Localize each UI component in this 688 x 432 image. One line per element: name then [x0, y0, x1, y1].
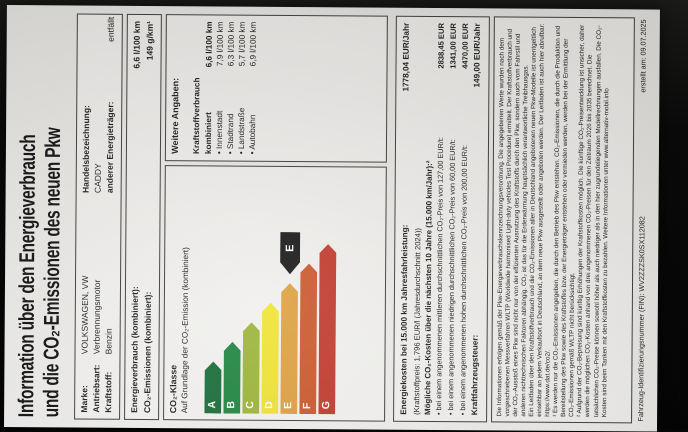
- wa-label: • Autobahn: [247, 114, 258, 155]
- co2-class-letter-d: D: [263, 401, 276, 409]
- co2-klasse-subheading: Auf Grundlage der CO₂-Emission (kombinie…: [179, 247, 190, 414]
- co2-class-bar-b: B: [223, 342, 241, 414]
- handelsbezeichnung-value: CADDY: [92, 163, 104, 194]
- energiekosten-value: 1778,04 EUR/Jahr: [401, 22, 412, 92]
- fine-print-paragraph-4: ² Aufgrund der CO₂-Bepreisung sind künft…: [576, 24, 610, 418]
- co2-class-letter-a: A: [206, 400, 219, 409]
- vehicle-info-box: Marke: VOLKSWAGEN, VW Handelsbezeichnung…: [74, 13, 124, 420]
- wa-row-kombiniert: kombiniert 6,6 l/100 km: [203, 21, 215, 154]
- co2-class-chart-box: CO₂-Klasse Auf Grundlage der CO₂-Emissio…: [163, 164, 388, 422]
- co2-class-letter-c: C: [244, 401, 257, 409]
- weitere-angaben-heading: Weitere Angaben:: [170, 77, 181, 154]
- energy-label-document: Information über den Energieverbrauch un…: [4, 5, 660, 432]
- wa-label: • Landstraße: [236, 107, 247, 155]
- wa-label: • Stadtrand: [225, 113, 235, 155]
- class-and-details-row: CO₂-Klasse Auf Grundlage der CO₂-Emissio…: [163, 14, 392, 422]
- co2-kosten-label: • bei einem angenommenen niedrigen durch…: [446, 139, 458, 416]
- kraftfahrzeugsteuer-label: Kraftfahrzeugsteuer:: [470, 334, 480, 416]
- co2-class-bar-e: E: [280, 283, 298, 414]
- co2-class-letter-b: B: [225, 400, 238, 409]
- antriebsart-value: Verbrennungsmotor: [91, 279, 103, 355]
- consumption-box: Energieverbrauch (kombiniert): 6,6 l/100…: [124, 13, 163, 421]
- created-date-text: erstellt am: 09.07.2025: [638, 19, 648, 93]
- co2-class-bar-a: A: [204, 361, 221, 413]
- fine-print-paragraph-1: Die Informationen erfolgen gemäß der Pkw…: [496, 28, 530, 417]
- kraftstoff-row: Kraftstoff: Benzin: [103, 197, 117, 413]
- antriebsart-label: Antriebsart:: [91, 364, 102, 413]
- co2-class-bar-g: G: [318, 244, 336, 414]
- co2-class-letter-g: G: [320, 401, 333, 410]
- co2-class-letter-e: E: [282, 401, 295, 410]
- kraftstoff-value: Benzin: [103, 328, 114, 355]
- fine-print-box: Die Informationen erfolgen gemäß der Pkw…: [490, 16, 635, 424]
- kraftfahrzeugsteuer-row: Kraftfahrzeugsteuer: 149,00 EUR/Jahr: [469, 23, 484, 415]
- co2-kosten-value: 4470,00 EUR: [460, 23, 471, 69]
- document-footer: Fahrzeug-Identifizierungsnummer (FIN): W…: [636, 19, 648, 421]
- rated-class-letter: E: [283, 244, 296, 252]
- co2-emissionen-row: CO₂-Emissionen (kombiniert): 149 g/km¹: [142, 21, 157, 413]
- page-title: Information über den Energieverbrauch un…: [14, 14, 67, 418]
- co2-kosten-value: 2838,45 EUR: [436, 23, 447, 69]
- wa-value: 7,9 l/100 km: [215, 21, 225, 67]
- co2-class-bar-d: D: [261, 303, 279, 414]
- wa-value: 6,6 l/100 km: [204, 21, 214, 68]
- energiekosten-label: Energiekosten bei 15.000 km Jahresfahrle…: [399, 224, 410, 415]
- fine-print-paragraph-2: Ein Leitfaden über den Kraftstoffverbrau…: [528, 23, 552, 417]
- wa-row-autobahn: • Autobahn 6,9 l/100 km: [247, 22, 259, 155]
- wa-label: • Innenstadt: [214, 110, 224, 155]
- wa-row-innenstadt: • Innenstadt 7,9 l/100 km: [214, 21, 226, 154]
- wa-value: 5,7 l/100 km: [237, 21, 247, 67]
- wa-value: 6,3 l/100 km: [226, 21, 236, 67]
- handelsbezeichnung-label: Handelsbezeichnung:: [80, 105, 92, 194]
- wa-label: kombiniert: [203, 112, 213, 155]
- co2-class-bar-c: C: [242, 322, 260, 414]
- fin-text: Fahrzeug-Identifizierungsnummer (FIN): W…: [636, 216, 647, 422]
- title-line-1: Information über den Energieverbrauch: [14, 134, 41, 418]
- co2-class-scale: A B C D E F G E: [204, 172, 337, 414]
- energieverbrauch-value: 6,6 l/100 km: [131, 20, 143, 69]
- kraftstoff-label: Kraftstoff:: [103, 371, 114, 413]
- energy-costs-box: Energiekosten bei 15.000 km Jahresfahrle…: [393, 15, 490, 423]
- energietraeger-label: anderer Energieträger:: [104, 101, 116, 194]
- co2-kosten-value: 1341,00 EUR: [448, 23, 459, 69]
- co2-emissionen-label: CO₂-Emissionen (kombiniert):: [141, 291, 153, 414]
- title-line-2: und die CO₂-Emissionen des neuen Pkw: [39, 127, 66, 418]
- co2-class-letter-f: F: [301, 402, 314, 410]
- marke-label: Marke:: [79, 385, 90, 413]
- co2-emissionen-value: 149 g/km¹: [144, 20, 155, 61]
- wa-value: 6,9 l/100 km: [248, 21, 258, 67]
- wa-row-landstrasse: • Landstraße 5,7 l/100 km: [236, 22, 248, 155]
- co2-kosten-label: • bei einem angenommenen mittleren durch…: [434, 137, 446, 416]
- kraftfahrzeugsteuer-value: 149,00 EUR/Jahr: [472, 23, 483, 88]
- co2-class-bar-f: F: [299, 264, 317, 415]
- weitere-angaben-box: Weitere Angaben: Kraftstoffverbrauch kom…: [165, 14, 389, 163]
- energietraeger-value: entfällt: [105, 16, 117, 42]
- fine-print-paragraph-3: ¹ Es werden nur die CO₂-Emissionen angeg…: [552, 25, 577, 417]
- marke-value: VOLKSWAGEN, VW: [79, 275, 91, 355]
- wa-row-stadtrand: • Stadtrand 6,3 l/100 km: [225, 22, 237, 155]
- energieverbrauch-label: Energieverbrauch (kombiniert):: [129, 286, 141, 413]
- energietraeger-row: anderer Energieträger: entfällt: [105, 17, 118, 193]
